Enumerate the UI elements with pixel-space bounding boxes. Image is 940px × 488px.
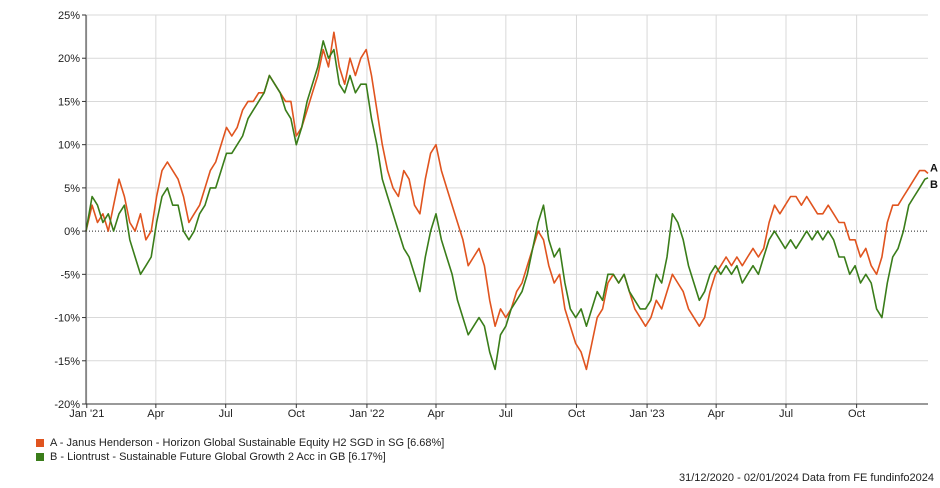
y-tick-label: 25% bbox=[58, 10, 80, 22]
legend-label-a: A - Janus Henderson - Horizon Global Sus… bbox=[50, 437, 445, 449]
y-tick-label: 5% bbox=[64, 183, 80, 195]
series-line-a bbox=[85, 31, 929, 371]
y-tick-label: -20% bbox=[54, 399, 80, 411]
x-tick-label: Oct bbox=[568, 408, 585, 420]
series-line-b bbox=[85, 40, 929, 371]
series-end-labels: AB bbox=[930, 162, 938, 190]
series-end-label-a: A bbox=[930, 162, 938, 174]
performance-line-chart: 25% 20% 15% 10% 5% 0% -5% -10% -15% -20% Jan '21 A… bbox=[54, 10, 938, 420]
y-tick-label: 20% bbox=[58, 53, 80, 65]
legend-item-b: B - Liontrust - Sustainable Future Globa… bbox=[36, 450, 444, 464]
y-tick-label: 10% bbox=[58, 140, 80, 152]
axes bbox=[82, 14, 928, 408]
data-source-footer: 31/12/2020 - 02/01/2024 Data from FE fun… bbox=[678, 472, 934, 484]
legend-swatch-b bbox=[36, 453, 44, 461]
chart-legend: A - Janus Henderson - Horizon Global Sus… bbox=[36, 436, 444, 464]
x-tick-label: Jan '23 bbox=[630, 408, 665, 420]
legend-item-a: A - Janus Henderson - Horizon Global Sus… bbox=[36, 436, 444, 450]
y-axis-tick-labels: 25% 20% 15% 10% 5% 0% -5% -10% -15% -20% bbox=[54, 10, 80, 411]
x-tick-label: Oct bbox=[848, 408, 865, 420]
series-lines bbox=[85, 31, 929, 371]
x-tick-label: Apr bbox=[708, 408, 725, 420]
legend-swatch-a bbox=[36, 439, 44, 447]
y-tick-label: 0% bbox=[64, 226, 80, 238]
y-tick-label: -5% bbox=[60, 269, 80, 281]
y-tick-label: -15% bbox=[54, 356, 80, 368]
x-tick-label: Apr bbox=[147, 408, 164, 420]
x-tick-label: Jul bbox=[219, 408, 233, 420]
legend-label-b: B - Liontrust - Sustainable Future Globa… bbox=[50, 451, 386, 463]
x-tick-label: Apr bbox=[427, 408, 444, 420]
y-tick-label: -10% bbox=[54, 313, 80, 325]
x-tick-label: Oct bbox=[288, 408, 305, 420]
x-axis-tick-labels: Jan '21 Apr Jul Oct Jan '22 Apr Jul Oct Jan '23 A… bbox=[69, 408, 865, 420]
x-tick-label: Jul bbox=[779, 408, 793, 420]
y-tick-label: 15% bbox=[58, 96, 80, 108]
gridlines bbox=[86, 14, 928, 405]
series-end-label-b: B bbox=[930, 179, 938, 191]
x-tick-label: Jan '22 bbox=[349, 408, 384, 420]
x-tick-label: Jan '21 bbox=[69, 408, 104, 420]
x-tick-label: Jul bbox=[499, 408, 513, 420]
